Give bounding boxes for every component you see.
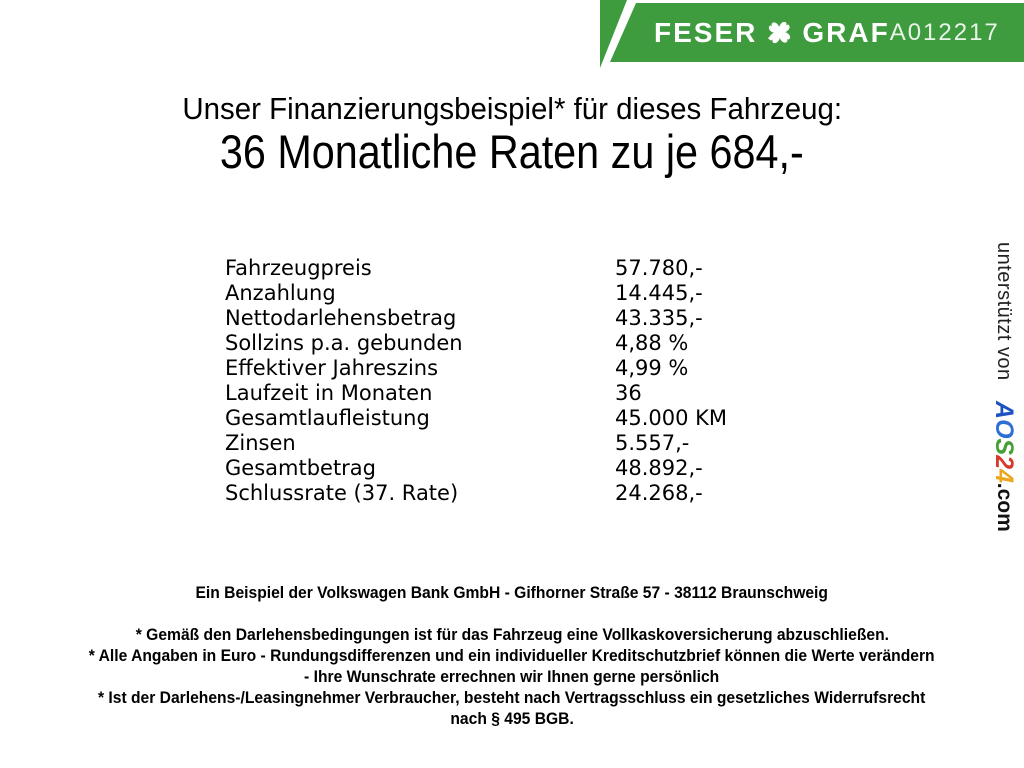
- finance-row-label: Gesamtlaufleistung: [225, 406, 430, 430]
- finance-row: Laufzeit in Monaten 36: [225, 381, 705, 406]
- brand-logo: FESER GRAF: [654, 16, 890, 49]
- finance-row: Anzahlung 14.445,-: [225, 281, 705, 306]
- finance-row-label: Effektiver Jahreszins: [225, 356, 439, 380]
- finance-row-label: Nettodarlehensbetrag: [225, 306, 457, 330]
- finance-row-label: Gesamtbetrag: [225, 456, 377, 480]
- finance-row: Zinsen 5.557,-: [225, 431, 705, 456]
- brand-name-right: GRAF: [802, 16, 890, 48]
- finance-row-label: Laufzeit in Monaten: [225, 381, 433, 405]
- finance-row-label: Sollzins p.a. gebunden: [225, 331, 463, 355]
- finance-row-value: 14.445,-: [615, 281, 703, 305]
- page-title-text: Unser Finanzierungsbeispiel* für dieses …: [182, 91, 842, 126]
- brand-banner: FESER GRAF A012217: [610, 3, 1024, 62]
- aos24-logo: AOS24: [990, 401, 1018, 483]
- finance-table: Fahrzeugpreis 57.780,- Anzahlung 14.445,- Ne…: [225, 256, 727, 506]
- finance-row: Fahrzeugpreis 57.780,-: [225, 256, 705, 281]
- finance-row: Effektiver Jahreszins 4,99 %: [225, 356, 705, 381]
- finance-row-value: 4,99 %: [615, 356, 689, 380]
- finance-row-label: Schlussrate (37. Rate): [225, 481, 459, 505]
- finance-row-label: Zinsen: [225, 431, 296, 455]
- clover-icon: [768, 21, 791, 44]
- finance-row: Sollzins p.a. gebunden 4,88 %: [225, 331, 705, 356]
- bank-info-text: Ein Beispiel der Volkswagen Bank GmbH - …: [195, 583, 829, 602]
- disclaimer-line-text: * Alle Angaben in Euro - Rundungsdiffere…: [89, 646, 935, 665]
- disclaimer-line-text: * Ist der Darlehens-/Leasingnehmer Verbr…: [98, 688, 926, 707]
- aos24-logo-letter: A: [990, 400, 1018, 419]
- aos24-logo-letter: S: [990, 438, 1018, 455]
- disclaimer-line-text: - Ihre Wunschrate errechnen wir Ihnen ge…: [304, 667, 720, 686]
- disclaimer-line-text: nach § 495 BGB.: [450, 709, 574, 728]
- supported-by-text: unterstützt von: [993, 242, 1015, 381]
- disclaimer-line: * Alle Angaben in Euro - Rundungsdiffere…: [0, 645, 1024, 666]
- finance-row: Nettodarlehensbetrag 43.335,-: [225, 306, 705, 331]
- finance-row-value: 48.892,-: [615, 456, 703, 480]
- supported-by-watermark: unterstützt von AOS24.com: [987, 242, 1021, 542]
- finance-row-label: Anzahlung: [225, 281, 336, 305]
- disclaimer-line: - Ihre Wunschrate errechnen wir Ihnen ge…: [0, 666, 1024, 687]
- brand-name-left: FESER: [654, 16, 758, 48]
- finance-row-value: 43.335,-: [615, 306, 703, 330]
- aos24-logo-letter: 4: [990, 468, 1018, 483]
- monthly-rate-headline: 36 Monatliche Raten zu je 684,-: [0, 124, 1024, 179]
- disclaimer-line-text: * Gemäß den Darlehensbedingungen ist für…: [135, 625, 889, 644]
- page-title: Unser Finanzierungsbeispiel* für dieses …: [0, 91, 1024, 127]
- finance-row-value: 24.268,-: [615, 481, 703, 505]
- finance-row: Gesamtlaufleistung 45.000 KM: [225, 406, 727, 431]
- finance-row-label: Fahrzeugpreis: [225, 256, 372, 280]
- aos24-domain-suffix: .com: [993, 482, 1016, 532]
- disclaimer-block: * Gemäß den Darlehensbedingungen ist für…: [0, 624, 1024, 729]
- finance-row-value: 4,88 %: [615, 331, 689, 355]
- aos24-logo-letter: O: [990, 418, 1018, 439]
- aos24-logo-letter: 2: [990, 454, 1018, 469]
- disclaimer-line: * Gemäß den Darlehensbedingungen ist für…: [0, 624, 1024, 645]
- bank-info-line: Ein Beispiel der Volkswagen Bank GmbH - …: [0, 583, 1024, 603]
- finance-row-value: 5.557,-: [615, 431, 690, 455]
- finance-row-value: 57.780,-: [615, 256, 703, 280]
- disclaimer-line: nach § 495 BGB.: [0, 708, 1024, 729]
- finance-row-value: 36: [615, 381, 642, 405]
- finance-row: Gesamtbetrag 48.892,-: [225, 456, 705, 481]
- finance-row: Schlussrate (37. Rate) 24.268,-: [225, 481, 705, 506]
- disclaimer-line: * Ist der Darlehens-/Leasingnehmer Verbr…: [0, 687, 1024, 708]
- finance-row-value: 45.000 KM: [615, 406, 728, 430]
- monthly-rate-text: 36 Monatliche Raten zu je 684,-: [220, 125, 804, 178]
- vehicle-id-badge: A012217: [889, 18, 1000, 46]
